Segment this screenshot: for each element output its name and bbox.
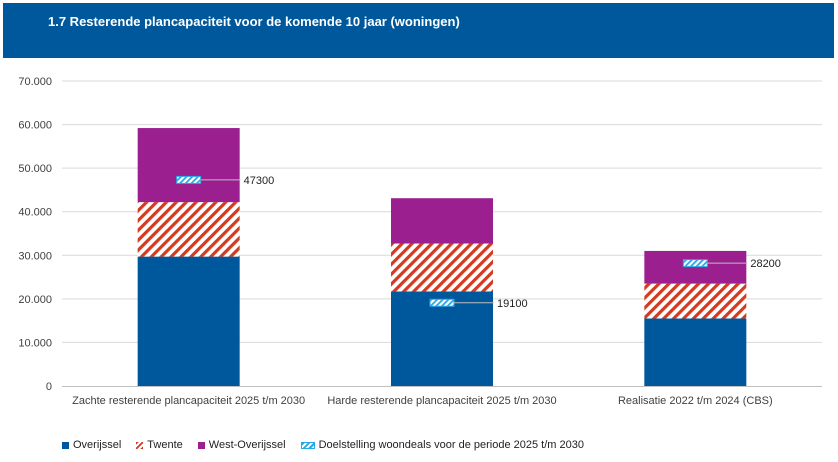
bar-segment-twente — [391, 243, 493, 292]
legend-label-overijssel: Overijssel — [73, 439, 122, 451]
y-tick-label: 60.000 — [18, 120, 52, 132]
chart-header: 1.7 Resterende plancapaciteit voor de ko… — [3, 3, 834, 58]
bar-segment-overijssel — [137, 256, 240, 386]
x-axis-category-labels: Zachte resterende plancapaciteit 2025 t/… — [72, 395, 773, 407]
y-tick-label: 10.000 — [18, 337, 52, 349]
chart-area: 0 10.000 20.000 30.000 40.000 50.000 60.000 70.… — [0, 62, 838, 462]
target-data-label: 47300 — [244, 175, 275, 187]
bar-segment-west-overijssel — [391, 198, 493, 244]
x-category-label: Harde resterende plancapaciteit 2025 t/m… — [327, 395, 556, 407]
chart-legend: Overijssel Twente West-Overijssel Doelst… — [62, 436, 584, 454]
bars — [137, 128, 747, 386]
bar-segment-twente — [644, 283, 747, 319]
legend-item-overijssel: Overijssel — [62, 439, 121, 451]
target-data-label: 19100 — [497, 298, 528, 310]
legend-item-west-overijssel: West-Overijssel — [197, 439, 286, 451]
chart-title: 1.7 Resterende plancapaciteit voor de ko… — [48, 14, 460, 29]
legend-item-doelstelling: Doelstelling woondeals voor de periode 2… — [300, 439, 584, 451]
y-tick-label: 0 — [46, 381, 52, 393]
legend-swatch-overijssel — [62, 441, 69, 449]
legend-swatch-west-overijssel — [197, 441, 205, 449]
bar-segment-overijssel — [644, 318, 747, 386]
target-marker — [682, 259, 708, 268]
legend-swatch-twente — [136, 441, 144, 449]
y-tick-label: 30.000 — [18, 250, 52, 262]
target-marker — [429, 298, 455, 307]
target-marker — [176, 175, 202, 184]
y-tick-label: 40.000 — [18, 207, 52, 219]
x-category-label: Realisatie 2022 t/m 2024 (CBS) — [618, 395, 773, 407]
target-data-label: 28200 — [750, 258, 781, 270]
bar-segment-twente — [137, 202, 240, 257]
legend-label-twente: Twente — [147, 439, 183, 451]
y-tick-label: 20.000 — [18, 294, 52, 306]
legend-swatch-doelstelling — [300, 441, 315, 449]
y-axis-tick-labels: 0 10.000 20.000 30.000 40.000 50.000 60.000 70.… — [18, 76, 52, 393]
bar-segment-overijssel — [391, 291, 493, 386]
y-tick-label: 50.000 — [18, 163, 52, 175]
bar-segment-west-overijssel — [137, 128, 240, 203]
stacked-bar-chart: 0 10.000 20.000 30.000 40.000 50.000 60.000 70.… — [18, 76, 822, 407]
legend-label-west-overijssel: West-Overijssel — [208, 439, 286, 451]
legend-item-twente: Twente — [136, 439, 183, 451]
bar-segment-west-overijssel — [644, 250, 747, 284]
legend-label-doelstelling: Doelstelling woondeals voor de periode 2… — [318, 439, 584, 451]
x-category-label: Zachte resterende plancapaciteit 2025 t/… — [72, 395, 305, 407]
target-markers: 47300 19100 28200 — [176, 175, 781, 310]
y-tick-label: 70.000 — [18, 76, 52, 88]
